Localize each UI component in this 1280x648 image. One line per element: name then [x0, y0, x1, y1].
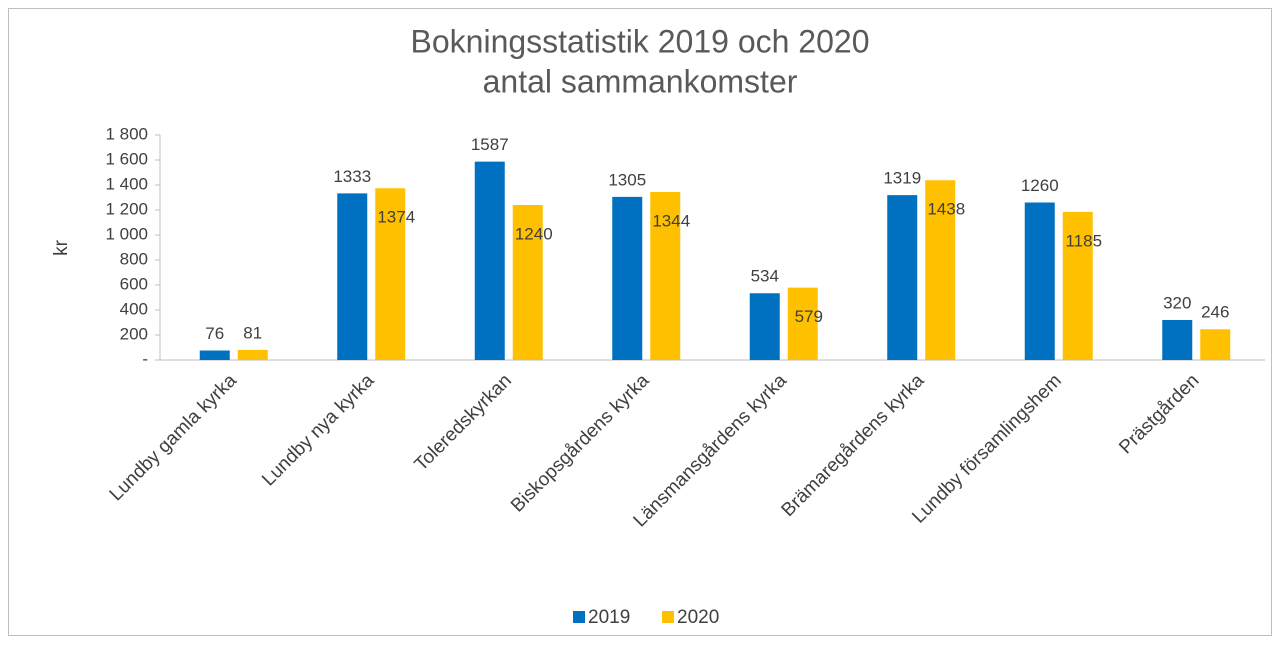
y-tick-label: 1 600 — [105, 149, 148, 168]
legend-swatch — [573, 611, 585, 623]
data-label: 579 — [795, 307, 823, 326]
bar — [474, 161, 505, 360]
data-label: 246 — [1201, 303, 1229, 322]
bar — [787, 287, 818, 360]
data-label: 1260 — [1021, 176, 1059, 195]
data-label: 1587 — [471, 135, 509, 154]
bar — [237, 349, 268, 360]
y-tick-label: 1 800 — [105, 124, 148, 143]
data-label: 1319 — [883, 169, 921, 188]
data-label: 534 — [751, 267, 779, 286]
bar — [199, 350, 230, 360]
bar — [887, 195, 918, 360]
data-label: 1438 — [927, 200, 965, 219]
data-label: 1240 — [515, 224, 553, 243]
y-tick-label: 600 — [120, 274, 148, 293]
y-axis-label: kr — [51, 239, 72, 256]
data-label: 320 — [1163, 293, 1191, 312]
data-label: 1305 — [608, 170, 646, 189]
bar — [650, 192, 681, 360]
bar — [925, 180, 956, 360]
y-tick-label: 1 200 — [105, 199, 148, 218]
bar — [337, 193, 368, 360]
data-label: 76 — [205, 324, 224, 343]
y-tick-label: 200 — [120, 324, 148, 343]
y-tick-label: - — [142, 349, 148, 368]
data-label: 81 — [243, 323, 262, 342]
bar — [1162, 320, 1193, 360]
bar — [1062, 211, 1093, 360]
bar — [749, 293, 780, 360]
bar — [612, 196, 643, 360]
chart-title: Bokningsstatistik 2019 och 2020 — [411, 23, 870, 59]
bar — [375, 188, 406, 360]
data-label: 1185 — [1065, 231, 1102, 250]
legend-label: 2020 — [677, 607, 719, 628]
legend-label: 2019 — [588, 607, 630, 628]
data-label: 1374 — [377, 208, 415, 227]
bar — [1024, 202, 1055, 360]
chart-subtitle: antal sammankomster — [483, 63, 798, 99]
y-tick-label: 800 — [120, 249, 148, 268]
data-label: 1344 — [652, 211, 690, 230]
data-label: 1333 — [333, 167, 371, 186]
legend-swatch — [662, 611, 674, 623]
bar — [1200, 329, 1231, 360]
y-tick-label: 1 000 — [105, 224, 148, 243]
y-tick-label: 400 — [120, 299, 148, 318]
bar — [512, 205, 543, 360]
y-tick-label: 1 400 — [105, 174, 148, 193]
